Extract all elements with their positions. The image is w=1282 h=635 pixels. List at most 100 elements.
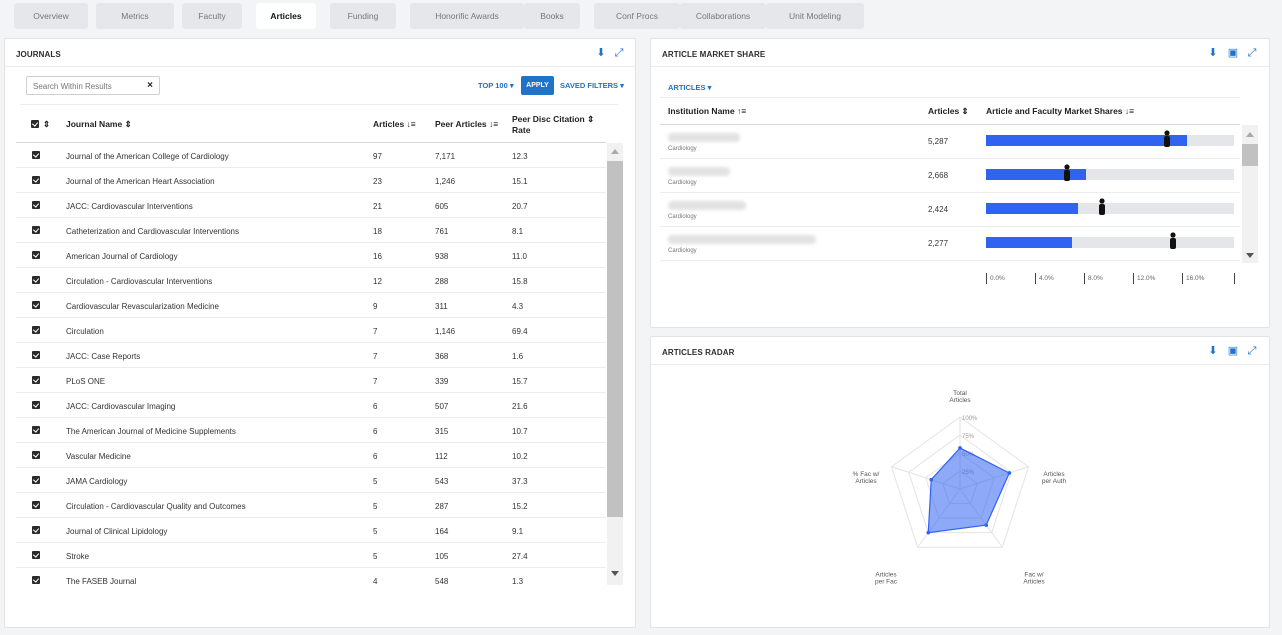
articles-value: 23 (373, 177, 382, 186)
market-articles-header[interactable]: Articles ⇕ (928, 106, 969, 116)
department-label: Cardiology (668, 180, 697, 186)
tab-books[interactable]: Books (524, 3, 580, 29)
row-checkbox[interactable] (32, 426, 40, 434)
table-row[interactable]: The American Journal of Medicine Supplem… (16, 418, 606, 443)
tab-overview[interactable]: Overview (14, 3, 88, 29)
row-checkbox[interactable] (32, 276, 40, 284)
article-share-bar[interactable] (986, 135, 1187, 146)
tab-unit-modeling[interactable]: Unit Modeling (766, 3, 864, 29)
row-checkbox[interactable] (32, 201, 40, 209)
search-input[interactable] (33, 80, 137, 92)
table-row[interactable]: Cardiovascular Revascularization Medicin… (16, 293, 606, 318)
article-share-bar[interactable] (986, 169, 1087, 180)
row-checkbox[interactable] (32, 226, 40, 234)
row-checkbox[interactable] (32, 501, 40, 509)
tab-collaborations[interactable]: Collaborations (680, 3, 766, 29)
peer-disc-citation-rate-header[interactable]: Peer Disc Citation ⇕ Rate (512, 114, 595, 135)
scroll-up-icon[interactable] (1246, 132, 1254, 137)
table-row[interactable]: JAMA Cardiology 5 543 37.3 (16, 468, 606, 493)
article-share-bar[interactable] (986, 237, 1072, 248)
top-dropdown[interactable]: TOP 100 ▾ (478, 80, 514, 92)
radar-data-point (929, 477, 934, 482)
journals-scrollbar[interactable] (607, 143, 623, 585)
table-row[interactable]: Vascular Medicine 6 112 10.2 (16, 443, 606, 468)
table-row[interactable]: Journal of Clinical Lipidology 5 164 9.1 (16, 518, 606, 543)
table-row[interactable]: JACC: Cardiovascular Interventions 21 605 2… (16, 193, 606, 218)
tab-faculty[interactable]: Faculty (182, 3, 242, 29)
table-row[interactable]: The FASEB Journal 4 548 1.3 (16, 568, 606, 585)
download-icon[interactable]: ⬇ (596, 47, 606, 59)
market-scrollbar[interactable] (1242, 125, 1258, 263)
table-row[interactable]: Stroke 5 105 27.4 (16, 543, 606, 568)
tab-honorific-awards[interactable]: Honorific Awards (410, 3, 524, 29)
table-row[interactable]: Circulation - Cardiovascular Quality and… (16, 493, 606, 518)
row-checkbox[interactable] (32, 526, 40, 534)
share-bar-track (986, 237, 1234, 248)
row-checkbox[interactable] (32, 151, 40, 159)
table-row[interactable]: Journal of the American Heart Associatio… (16, 168, 606, 193)
image-icon[interactable]: ▣ (1227, 345, 1239, 357)
tab-articles[interactable]: Articles (256, 3, 316, 29)
journal-name: JACC: Case Reports (66, 352, 141, 361)
tab-conf-procs[interactable]: Conf Procs (594, 3, 680, 29)
row-checkbox[interactable] (32, 376, 40, 384)
download-icon[interactable]: ⬇ (1208, 47, 1218, 59)
table-row[interactable]: American Journal of Cardiology 16 938 11.0 (16, 243, 606, 268)
market-row[interactable]: Cardiology 2,424 (660, 193, 1240, 227)
table-row[interactable]: JACC: Cardiovascular Imaging 6 507 21.6 (16, 393, 606, 418)
expand-icon[interactable]: ⤢ (614, 47, 624, 59)
journal-name: Journal of the American College of Cardi… (66, 152, 229, 161)
scroll-down-icon[interactable] (611, 571, 619, 576)
image-icon[interactable]: ▣ (1227, 47, 1239, 59)
row-checkbox[interactable] (32, 301, 40, 309)
row-checkbox[interactable] (32, 476, 40, 484)
citation-rate-value: 11.0 (512, 252, 527, 261)
table-row[interactable]: Circulation - Cardiovascular Interventio… (16, 268, 606, 293)
row-checkbox[interactable] (32, 326, 40, 334)
row-checkbox[interactable] (32, 576, 40, 584)
journal-name-header[interactable]: Journal Name ⇕ (66, 119, 132, 129)
chevron-down-icon: ▾ (707, 83, 712, 92)
select-all-checkbox[interactable] (31, 120, 39, 128)
apply-button[interactable]: APPLY (521, 76, 554, 95)
row-checkbox[interactable] (32, 401, 40, 409)
expand-icon[interactable]: ⤢ (1247, 47, 1257, 59)
table-row[interactable]: JACC: Case Reports 7 368 1.6 (16, 343, 606, 368)
table-row[interactable]: PLoS ONE 7 339 15.7 (16, 368, 606, 393)
saved-filters-dropdown[interactable]: SAVED FILTERS ▾ (560, 80, 624, 92)
tab-metrics[interactable]: Metrics (96, 3, 174, 29)
articles-header[interactable]: Articles ↓≡ (373, 119, 416, 129)
table-row[interactable]: Circulation 7 1,146 69.4 (16, 318, 606, 343)
citation-rate-value: 4.3 (512, 302, 524, 311)
market-shares-header[interactable]: Article and Faculty Market Shares ↓≡ (986, 106, 1135, 116)
market-row[interactable]: Cardiology 5,287 (660, 125, 1240, 159)
peer-articles-header[interactable]: Peer Articles ↓≡ (435, 119, 499, 129)
articles-value: 4 (373, 577, 378, 585)
clear-search-icon[interactable]: × (147, 80, 153, 91)
row-checkbox[interactable] (32, 251, 40, 259)
axis-tick-label: 0.0% (986, 273, 1036, 284)
radar-series-area (927, 447, 1011, 534)
download-icon[interactable]: ⬇ (1208, 345, 1218, 357)
table-row[interactable]: Journal of the American College of Cardi… (16, 143, 606, 168)
row-checkbox[interactable] (32, 176, 40, 184)
expand-icon[interactable]: ⤢ (1247, 345, 1257, 357)
row-checkbox[interactable] (32, 551, 40, 559)
tab-funding[interactable]: Funding (330, 3, 396, 29)
market-row[interactable]: Cardiology 2,668 (660, 159, 1240, 193)
scrollbar-thumb[interactable] (607, 161, 623, 517)
sort-icon[interactable]: ⇕ (43, 119, 51, 129)
scroll-up-icon[interactable] (611, 149, 619, 154)
market-row[interactable]: Cardiology 2,277 (660, 227, 1240, 261)
row-checkbox[interactable] (32, 451, 40, 459)
institution-name-header[interactable]: Institution Name ↑≡ (668, 106, 747, 116)
journal-name: The American Journal of Medicine Supplem… (66, 427, 236, 436)
radar-axis-label: Articles (875, 572, 897, 579)
articles-dropdown[interactable]: ARTICLES ▾ (668, 82, 711, 94)
row-checkbox[interactable] (32, 351, 40, 359)
department-label: Cardiology (668, 248, 697, 254)
table-row[interactable]: Catheterization and Cardiovascular Inter… (16, 218, 606, 243)
scroll-down-icon[interactable] (1246, 253, 1254, 258)
scrollbar-thumb[interactable] (1242, 144, 1258, 166)
article-share-bar[interactable] (986, 203, 1078, 214)
